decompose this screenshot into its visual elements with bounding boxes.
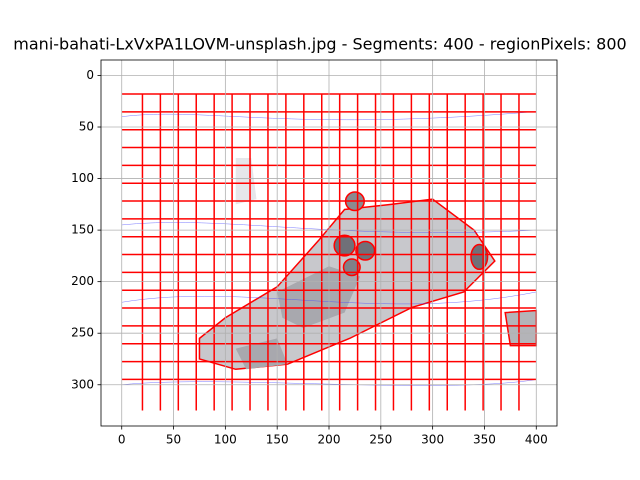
x-tick-label: 300	[421, 433, 444, 447]
y-tick-label: 200	[71, 274, 94, 288]
y-tick-label: 0	[86, 68, 94, 82]
light-region	[235, 157, 257, 205]
dark-segment	[344, 259, 361, 275]
x-tick-label: 400	[525, 433, 548, 447]
y-tick-label: 50	[79, 120, 94, 134]
x-tick-label: 250	[369, 433, 392, 447]
gray-region	[505, 311, 536, 346]
x-tick-label: 200	[318, 433, 341, 447]
contour	[122, 112, 537, 386]
y-tick-label: 100	[71, 171, 94, 185]
x-tick-label: 150	[266, 433, 289, 447]
x-tick-label: 350	[473, 433, 496, 447]
dark-segment	[356, 241, 375, 260]
dark-segment	[334, 235, 355, 256]
x-tick-label: 0	[118, 433, 126, 447]
x-tick-label: 100	[214, 433, 237, 447]
y-tick-label: 250	[71, 326, 94, 340]
y-tick-label: 150	[71, 223, 94, 237]
segment-boundaries	[122, 94, 537, 411]
y-tick-label: 300	[71, 377, 94, 391]
chart-title: mani-bahati-LxVxPA1LOVM-unsplash.jpg - S…	[13, 35, 626, 54]
dark-segment	[471, 245, 488, 270]
x-tick-label: 50	[166, 433, 181, 447]
